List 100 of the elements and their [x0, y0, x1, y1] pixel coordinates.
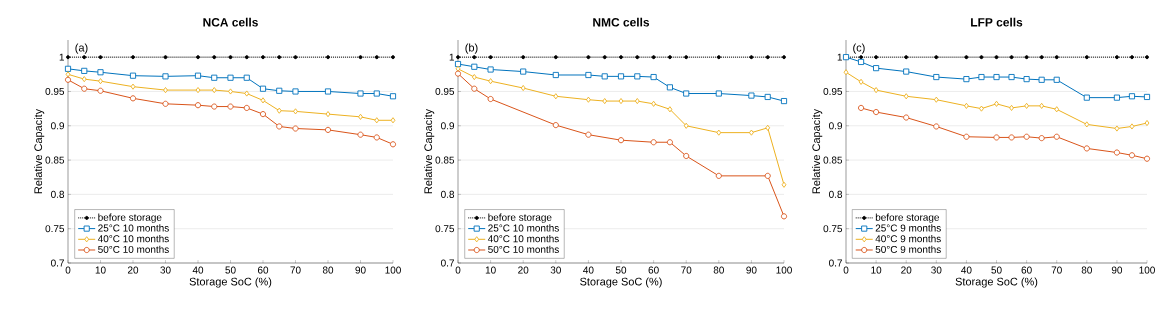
- point: [651, 100, 657, 107]
- point: [211, 87, 217, 94]
- legend-label: before storage: [488, 213, 552, 223]
- point: [195, 87, 201, 94]
- point: [904, 55, 909, 60]
- y-tick-label: 1: [837, 53, 843, 61]
- point: [634, 73, 641, 80]
- x-tick-label: 60: [257, 266, 269, 274]
- point: [487, 95, 494, 103]
- x-axis-title: Storage SoC (%): [189, 277, 272, 288]
- x-tick-label: 20: [518, 266, 529, 274]
- point: [194, 102, 202, 109]
- x-tick-label: 20: [901, 266, 912, 274]
- point: [963, 76, 970, 83]
- legend-label: before storage: [98, 213, 162, 223]
- point: [259, 111, 267, 118]
- point: [1143, 93, 1151, 100]
- x-tick-label: 100: [776, 266, 792, 274]
- point: [1128, 93, 1136, 100]
- y-tick-label: 0.85: [435, 156, 455, 164]
- point: [858, 58, 865, 65]
- point: [933, 74, 940, 81]
- y-tick-label: 0.9: [829, 122, 843, 130]
- x-tick-label: 30: [550, 266, 561, 274]
- x-tick-label: 40: [961, 266, 972, 274]
- point: [964, 102, 969, 109]
- annotation: (c): [853, 43, 865, 54]
- point: [163, 55, 168, 60]
- x-tick-label: 0: [843, 266, 849, 274]
- point: [390, 117, 396, 124]
- point: [1083, 94, 1090, 101]
- point: [82, 55, 87, 60]
- point: [358, 55, 363, 60]
- point: [843, 69, 849, 76]
- point: [373, 134, 380, 141]
- point: [97, 87, 104, 94]
- chart-title: NCA cells: [203, 17, 258, 27]
- chart-title: NMC cells: [593, 17, 650, 27]
- x-tick-label: 70: [290, 266, 301, 274]
- point: [244, 55, 249, 60]
- point: [764, 172, 771, 179]
- point: [553, 55, 558, 60]
- point: [1054, 106, 1060, 113]
- point: [130, 83, 136, 90]
- x-axis-title: Storage SoC (%): [955, 277, 1038, 288]
- point: [81, 76, 87, 83]
- point: [858, 78, 864, 85]
- point: [602, 55, 607, 60]
- point: [553, 93, 559, 100]
- y-tick-label: 0.95: [823, 87, 843, 95]
- point: [715, 172, 722, 179]
- y-tick-label: 0.85: [823, 156, 843, 164]
- point: [488, 78, 493, 85]
- y-tick-label: 0.9: [441, 122, 455, 130]
- x-tick-label: 60: [1021, 266, 1032, 274]
- point: [683, 122, 689, 129]
- y-tick-label: 0.7: [829, 259, 842, 267]
- point: [227, 74, 234, 81]
- point: [471, 63, 478, 70]
- y-tick-label: 0.7: [441, 259, 454, 267]
- legend-label: 25°C 9 months: [875, 224, 941, 232]
- point: [1009, 104, 1014, 111]
- point: [749, 55, 754, 60]
- point: [1038, 76, 1045, 83]
- point: [1053, 76, 1060, 83]
- y-tick-label: 0.9: [51, 122, 65, 130]
- point: [66, 55, 70, 60]
- point: [1129, 55, 1134, 60]
- point: [324, 88, 332, 95]
- x-tick-label: 70: [681, 266, 692, 274]
- point: [552, 122, 559, 129]
- point: [651, 55, 656, 60]
- x-tick-label: 80: [713, 266, 724, 274]
- point: [635, 55, 640, 60]
- point: [903, 114, 910, 121]
- point: [163, 87, 168, 94]
- point: [903, 93, 909, 100]
- point: [617, 137, 625, 144]
- point: [162, 73, 169, 80]
- point: [619, 55, 624, 60]
- point: [782, 55, 787, 60]
- point: [358, 113, 363, 120]
- point: [98, 78, 103, 85]
- point: [64, 76, 72, 83]
- point: [260, 97, 266, 104]
- point: [228, 88, 233, 95]
- point: [81, 85, 88, 92]
- x-tick-label: 90: [1111, 266, 1123, 274]
- point: [978, 74, 985, 81]
- point: [81, 67, 88, 74]
- x-tick-label: 80: [322, 266, 334, 274]
- point: [488, 55, 493, 60]
- point: [667, 55, 672, 60]
- point: [293, 108, 298, 115]
- point: [98, 55, 103, 60]
- x-axis-title: Storage SoC (%): [580, 277, 662, 288]
- point: [456, 55, 461, 60]
- point: [963, 133, 970, 140]
- point: [781, 181, 787, 188]
- point: [715, 90, 722, 97]
